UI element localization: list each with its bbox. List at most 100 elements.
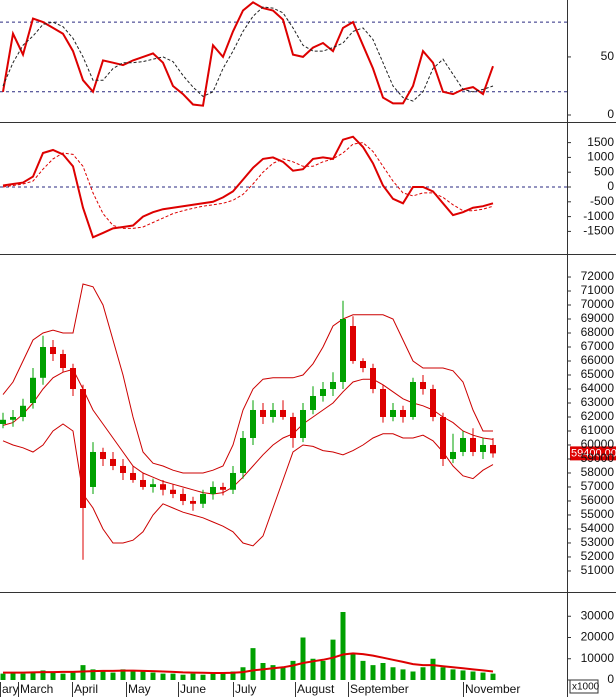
volume-bar (0, 673, 6, 680)
volume-bar (210, 673, 216, 680)
x-tick-label: March (20, 682, 53, 696)
candle-body (270, 409, 276, 417)
volume-bar (270, 665, 276, 680)
line-series (2, 1, 494, 107)
y-tick-label: -1500 (583, 224, 614, 238)
volume-bar (80, 665, 86, 680)
candle-body (310, 395, 316, 410)
y-tick-label: 1500 (587, 135, 614, 149)
x-tick-label: April (74, 682, 98, 696)
volume-bar (360, 660, 366, 680)
y-tick-label: 64000 (581, 381, 615, 395)
candle-body (260, 409, 266, 417)
y-tick-label: 60000 (581, 437, 615, 451)
unit-label: x1000 (572, 682, 600, 693)
candle-body (120, 465, 126, 473)
y-tick-label: 61000 (581, 423, 615, 437)
volume-bar (50, 672, 56, 680)
candle-body (330, 381, 336, 389)
candle-body (230, 472, 236, 490)
candle-body (300, 409, 306, 438)
candle-body (440, 416, 446, 459)
volume-bar (420, 667, 426, 680)
volume-bar (340, 612, 346, 680)
candle-body (320, 388, 326, 396)
candle-body (240, 437, 246, 473)
volume-bar (490, 673, 496, 680)
volume-bar (290, 660, 296, 680)
candle-body (180, 493, 186, 501)
volume-bar (60, 673, 66, 680)
unit-box (569, 679, 599, 694)
candle-body (480, 444, 486, 452)
y-tick-label: 52000 (581, 549, 615, 563)
x-tick-label: August (297, 682, 335, 696)
candle-body (470, 437, 476, 452)
candle-body (460, 437, 466, 452)
volume-bar (180, 674, 186, 680)
volume-bar (190, 673, 196, 680)
volume-bar (430, 658, 436, 680)
x-tick-label: May (128, 682, 151, 696)
y-tick-label: 53000 (581, 535, 615, 549)
volume-bar (400, 669, 406, 680)
volume-bar (30, 671, 36, 680)
volume-bar (200, 674, 206, 680)
volume-bar (320, 660, 326, 680)
y-tick-label: 51000 (581, 563, 615, 577)
y-tick-label: 67000 (581, 339, 615, 353)
volume-bar (250, 648, 256, 680)
y-tick-label: 0 (607, 179, 614, 193)
volume-bar (330, 639, 336, 680)
line-series (2, 6, 494, 102)
volume-bar (130, 671, 136, 680)
candle-body (0, 419, 6, 424)
candle-body (220, 486, 226, 490)
candle-body (450, 451, 456, 459)
candle-body (360, 361, 366, 368)
candle-body (60, 354, 66, 368)
x-tick-label: September (350, 682, 409, 696)
volume-bar (460, 670, 466, 680)
volume-bar (300, 637, 306, 680)
y-tick-label: 72000 (581, 269, 615, 283)
volume-bar (110, 672, 116, 680)
volume-bar (240, 667, 246, 680)
candle-body (160, 484, 166, 490)
candle-body (10, 416, 16, 420)
candle-body (370, 368, 376, 389)
y-tick-label: 57000 (581, 479, 615, 493)
y-tick-label: 71000 (581, 283, 615, 297)
y-tick-label: 20000 (581, 630, 615, 644)
y-tick-label: 63000 (581, 395, 615, 409)
volume-bar (170, 673, 176, 680)
y-tick-label: 62000 (581, 409, 615, 423)
volume-bar (280, 667, 286, 680)
y-tick-label: 58000 (581, 465, 615, 479)
volume-bar (100, 671, 106, 680)
candle-body (340, 319, 346, 382)
volume-bar (350, 654, 356, 680)
candle-body (170, 489, 176, 494)
volume-bar (440, 667, 446, 680)
candle-body (400, 409, 406, 417)
last-price-label: 59400.00 (571, 447, 616, 459)
volume-bar (160, 673, 166, 680)
y-tick-label: 0 (607, 672, 614, 686)
y-tick-label: -500 (590, 194, 614, 208)
y-tick-label: 1000 (587, 150, 614, 164)
line-series (2, 135, 494, 239)
y-tick-label: 10000 (581, 651, 615, 665)
y-tick-label: 70000 (581, 297, 615, 311)
volume-bar (410, 671, 416, 680)
volume-bar (90, 669, 96, 680)
candle-body (150, 484, 156, 487)
x-tick-label: June (180, 682, 206, 696)
volume-bar (390, 667, 396, 680)
candle-body (490, 444, 496, 454)
candle-body (200, 493, 206, 504)
candle-body (50, 347, 56, 355)
line-series (3, 652, 494, 674)
